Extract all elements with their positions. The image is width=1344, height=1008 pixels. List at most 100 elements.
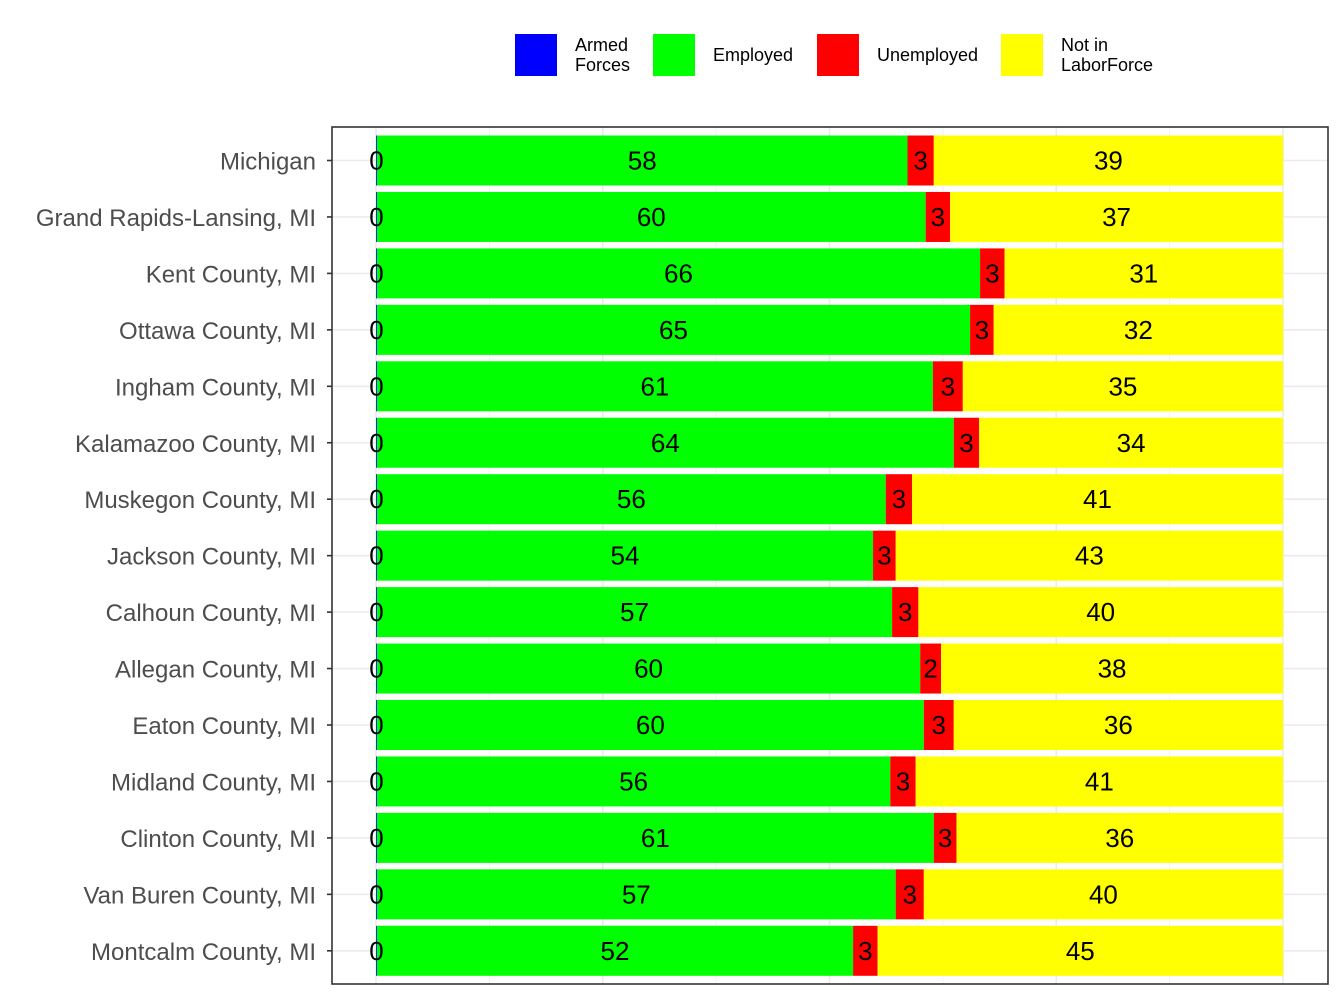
bar-unemployed-ottawa-county-mi [970, 304, 994, 355]
bar-employed-jackson-county-mi [376, 530, 874, 581]
y-tick-label-van-buren-county-mi: Van Buren County, MI [83, 882, 316, 909]
data-label-unemployed-van-buren-county-mi: 3 [903, 879, 917, 909]
data-label-not-in-laborforce-clinton-county-mi: 36 [1105, 823, 1134, 853]
bar-unemployed-clinton-county-mi [933, 812, 957, 863]
bar-not-in-laborforce-grand-rapids-lansing-mi [950, 191, 1283, 242]
bar-not-in-laborforce-clinton-county-mi [956, 812, 1283, 863]
data-label-not-in-laborforce-jackson-county-mi: 43 [1075, 541, 1104, 571]
bar-employed-grand-rapids-lansing-mi [376, 191, 926, 242]
y-tick-label-muskegon-county-mi: Muskegon County, MI [84, 487, 316, 514]
bar-armed-forces-grand-rapids-lansing-mi [376, 191, 377, 242]
data-label-unemployed-midland-county-mi: 3 [896, 766, 910, 796]
data-label-armed-forces-montcalm-county-mi: 0 [369, 936, 383, 966]
bar-unemployed-grand-rapids-lansing-mi [925, 191, 951, 242]
data-label-unemployed-eaton-county-mi: 3 [932, 710, 946, 740]
legend-label-armed-forces: Armed Forces [575, 35, 630, 75]
bar-armed-forces-allegan-county-mi [376, 643, 377, 694]
y-tick-label-ottawa-county-mi: Ottawa County, MI [119, 318, 316, 345]
data-label-armed-forces-kent-county-mi: 0 [369, 258, 383, 288]
data-label-employed-grand-rapids-lansing-mi: 60 [637, 202, 666, 232]
bar-armed-forces-ottawa-county-mi [376, 304, 377, 355]
data-label-employed-van-buren-county-mi: 57 [622, 879, 651, 909]
y-tick-label-michigan: Michigan [220, 149, 316, 176]
bar-employed-montcalm-county-mi [376, 925, 854, 976]
y-tick-label-kalamazoo-county-mi: Kalamazoo County, MI [75, 431, 316, 458]
data-label-unemployed-ottawa-county-mi: 3 [975, 315, 989, 345]
bar-armed-forces-muskegon-county-mi [376, 474, 377, 525]
data-label-armed-forces-ottawa-county-mi: 0 [369, 315, 383, 345]
data-label-not-in-laborforce-montcalm-county-mi: 45 [1066, 936, 1095, 966]
data-label-employed-ingham-county-mi: 61 [640, 371, 669, 401]
data-label-not-in-laborforce-muskegon-county-mi: 41 [1083, 484, 1112, 514]
data-label-unemployed-allegan-county-mi: 2 [923, 654, 937, 684]
bar-unemployed-montcalm-county-mi [853, 925, 878, 976]
legend-label-unemployed: Unemployed [877, 45, 978, 65]
y-tick-label-montcalm-county-mi: Montcalm County, MI [91, 939, 316, 966]
bar-unemployed-eaton-county-mi [923, 700, 954, 750]
bar-armed-forces-jackson-county-mi [376, 530, 377, 581]
data-label-armed-forces-michigan: 0 [369, 146, 383, 176]
data-label-employed-kalamazoo-county-mi: 64 [651, 428, 680, 458]
data-label-unemployed-clinton-county-mi: 3 [938, 823, 952, 853]
y-tick-label-midland-county-mi: Midland County, MI [111, 769, 316, 796]
bar-unemployed-kent-county-mi [980, 248, 1005, 299]
legend-key-employed [653, 34, 695, 76]
data-labels: 0 58 3 390 60 3 370 66 3 310 65 3 320 61 3 350 64 3 340 56 3… [369, 146, 1158, 966]
panel-border [331, 126, 1329, 985]
bar-employed-allegan-county-mi [376, 643, 921, 694]
legend: Armed Forces Employed Unemployed Not in Labor… [515, 34, 1153, 76]
bar-armed-forces-kalamazoo-county-mi [376, 417, 377, 468]
bar-armed-forces-midland-county-mi [376, 756, 377, 807]
bar-armed-forces-michigan [376, 135, 377, 186]
bar-armed-forces-montcalm-county-mi [376, 925, 377, 976]
data-label-armed-forces-ingham-county-mi: 0 [369, 371, 383, 401]
bar-not-in-laborforce-montcalm-county-mi [877, 925, 1283, 976]
bar-employed-muskegon-county-mi [376, 474, 886, 525]
y-tick-label-clinton-county-mi: Clinton County, MI [120, 826, 316, 853]
bar-not-in-laborforce-michigan [933, 135, 1283, 186]
data-label-unemployed-ingham-county-mi: 3 [941, 371, 955, 401]
y-tick-label-kent-county-mi: Kent County, MI [146, 261, 316, 288]
legend-label-not-in-laborforce: Not in LaborForce [1061, 35, 1153, 75]
bar-unemployed-kalamazoo-county-mi [953, 417, 980, 468]
bar-armed-forces-ingham-county-mi [376, 361, 377, 412]
bar-unemployed-jackson-county-mi [873, 530, 896, 581]
data-label-armed-forces-eaton-county-mi: 0 [369, 710, 383, 740]
bar-employed-kent-county-mi [376, 248, 981, 299]
bar-armed-forces-kent-county-mi [376, 248, 377, 299]
data-label-not-in-laborforce-kalamazoo-county-mi: 34 [1117, 428, 1146, 458]
bar-not-in-laborforce-ottawa-county-mi [993, 304, 1283, 355]
data-label-armed-forces-jackson-county-mi: 0 [369, 541, 383, 571]
data-label-employed-ottawa-county-mi: 65 [659, 315, 688, 345]
data-label-unemployed-grand-rapids-lansing-mi: 3 [931, 202, 945, 232]
bar-armed-forces-calhoun-county-mi [376, 587, 377, 638]
bar-unemployed-muskegon-county-mi [885, 474, 913, 525]
data-label-employed-jackson-county-mi: 54 [611, 541, 640, 571]
bar-not-in-laborforce-kalamazoo-county-mi [979, 417, 1283, 468]
bar-unemployed-midland-county-mi [890, 756, 916, 807]
bar-employed-ingham-county-mi [376, 361, 933, 412]
data-label-employed-kent-county-mi: 66 [664, 258, 693, 288]
legend-key-unemployed [817, 34, 859, 76]
bar-employed-van-buren-county-mi [376, 869, 896, 920]
data-label-not-in-laborforce-michigan: 39 [1094, 146, 1123, 176]
data-label-armed-forces-kalamazoo-county-mi: 0 [369, 428, 383, 458]
data-label-not-in-laborforce-allegan-county-mi: 38 [1098, 654, 1127, 684]
y-tick-label-calhoun-county-mi: Calhoun County, MI [106, 600, 316, 627]
data-label-employed-michigan: 58 [628, 146, 657, 176]
legend-label-employed: Employed [713, 45, 793, 65]
bar-unemployed-michigan [907, 135, 934, 186]
data-label-not-in-laborforce-kent-county-mi: 31 [1129, 258, 1158, 288]
bar-not-in-laborforce-midland-county-mi [915, 756, 1283, 807]
bar-employed-kalamazoo-county-mi [376, 417, 954, 468]
bars [376, 135, 1283, 976]
bar-not-in-laborforce-calhoun-county-mi [918, 587, 1283, 638]
bar-armed-forces-clinton-county-mi [376, 812, 377, 863]
data-label-not-in-laborforce-ottawa-county-mi: 32 [1124, 315, 1153, 345]
bar-not-in-laborforce-eaton-county-mi [953, 700, 1283, 750]
data-label-armed-forces-muskegon-county-mi: 0 [369, 484, 383, 514]
data-label-armed-forces-grand-rapids-lansing-mi: 0 [369, 202, 383, 232]
bar-armed-forces-eaton-county-mi [376, 700, 377, 750]
data-label-unemployed-michigan: 3 [913, 146, 927, 176]
